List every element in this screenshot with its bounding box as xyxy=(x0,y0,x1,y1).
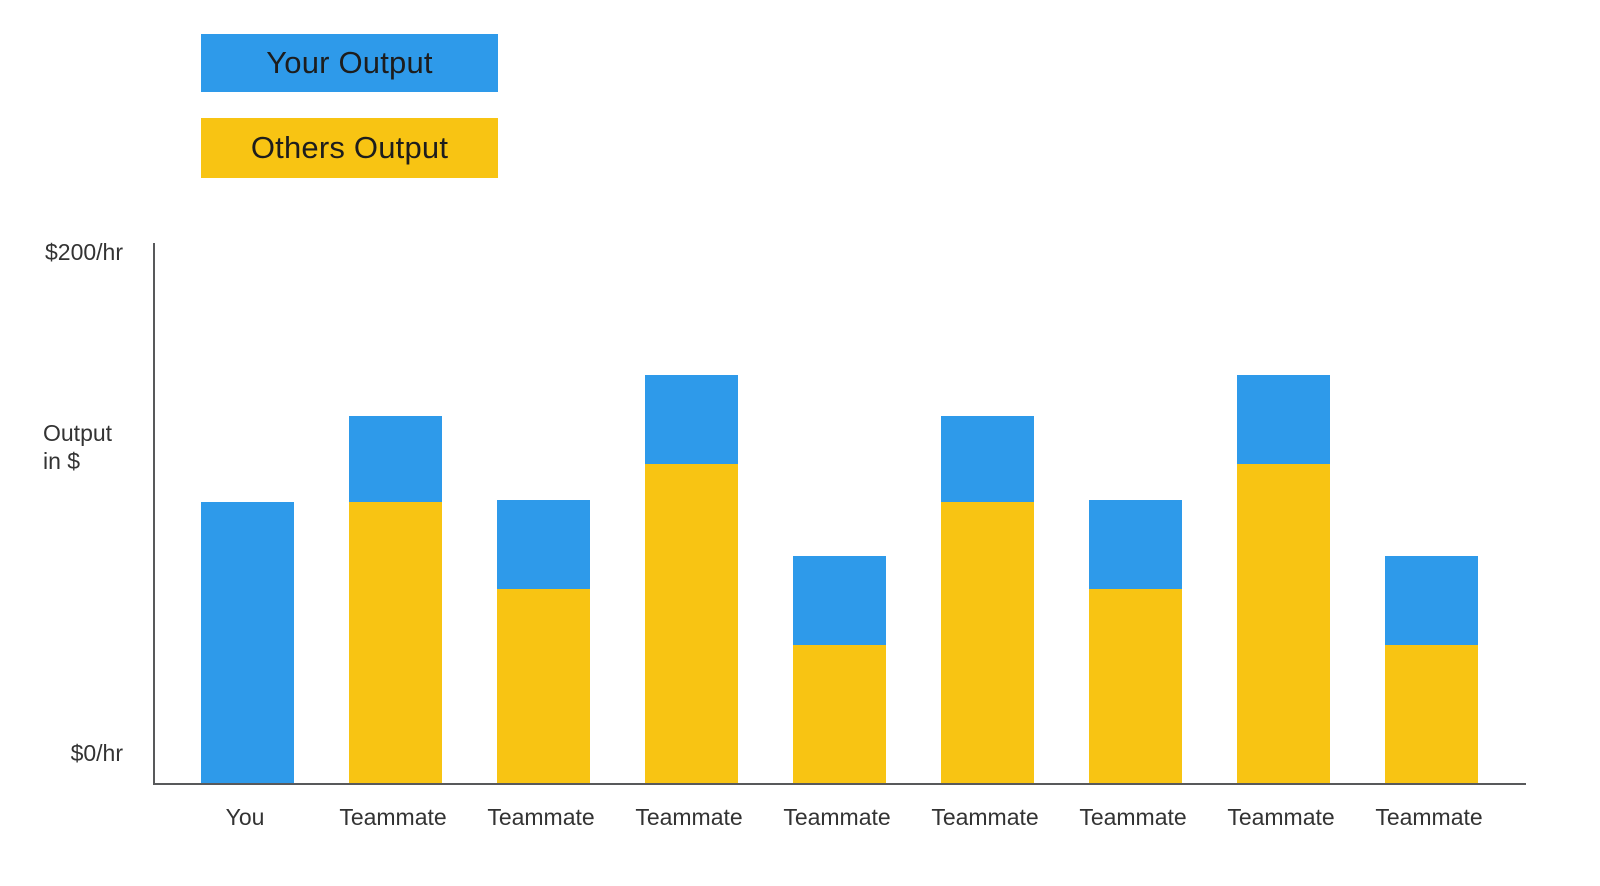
bars xyxy=(173,243,1526,783)
bar-segment-others-output xyxy=(1236,464,1330,783)
bar-segment-your-output xyxy=(496,499,590,589)
bar-segment-your-output xyxy=(792,556,886,646)
bar-teammate xyxy=(496,499,590,783)
bar-you xyxy=(200,502,294,783)
bar-teammate xyxy=(1088,499,1182,783)
bar-teammate xyxy=(1236,375,1330,783)
bar-segment-your-output xyxy=(1384,556,1478,646)
bar-group xyxy=(617,375,765,783)
bar-group xyxy=(913,415,1061,783)
bar-segment-your-output xyxy=(1088,499,1182,589)
bar-segment-others-output xyxy=(1384,645,1478,783)
bar-teammate xyxy=(348,415,442,783)
x-axis-label: Teammate xyxy=(487,804,595,830)
bar-group xyxy=(321,415,469,783)
legend-label-others-output: Others Output xyxy=(250,130,449,165)
x-axis-label: Teammate xyxy=(931,804,1039,830)
y-axis-min-label: $0/hr xyxy=(70,740,123,766)
legend-item-your-output: Your Output xyxy=(201,34,498,92)
plot-area xyxy=(153,243,1526,785)
legend-label-your-output: Your Output xyxy=(266,45,433,80)
bar-segment-your-output xyxy=(644,375,738,465)
bar-group xyxy=(765,556,913,783)
x-axis-label: Teammate xyxy=(635,804,743,830)
x-axis-label: You xyxy=(225,804,265,830)
y-axis-title: Output in $ xyxy=(43,419,112,475)
bar-segment-others-output xyxy=(496,588,590,783)
bar-group xyxy=(1061,499,1209,783)
bar-segment-others-output xyxy=(792,645,886,783)
x-axis-label: Teammate xyxy=(1079,804,1187,830)
legend-item-others-output: Others Output xyxy=(201,118,498,178)
bar-teammate xyxy=(792,556,886,783)
y-axis-title-line1: Output xyxy=(43,420,113,446)
x-axis-labels: You Teammate Teammate Teammate Teammate Teamm… xyxy=(171,804,1503,831)
bar-segment-your-output xyxy=(200,502,294,783)
legend: Your Output Others Output xyxy=(201,34,498,178)
bar-teammate xyxy=(940,415,1034,783)
x-axis-label: Teammate xyxy=(1227,804,1335,830)
bar-teammate xyxy=(644,375,738,783)
bar-segment-your-output xyxy=(1236,375,1330,465)
bar-segment-others-output xyxy=(644,464,738,783)
y-axis-title-line2: in $ xyxy=(43,448,81,474)
bar-segment-others-output xyxy=(348,502,442,783)
y-axis-max-label: $200/hr xyxy=(44,239,123,265)
bar-segment-your-output xyxy=(348,415,442,503)
bar-segment-your-output xyxy=(940,415,1034,503)
x-axis-label: Teammate xyxy=(783,804,891,830)
bar-teammate xyxy=(1384,556,1478,783)
x-axis-label: Teammate xyxy=(339,804,447,830)
bar-group xyxy=(469,499,617,783)
bar-group xyxy=(1209,375,1357,783)
bar-group xyxy=(1357,556,1505,783)
bar-group xyxy=(173,502,321,783)
bar-segment-others-output xyxy=(940,502,1034,783)
x-axis-label: Teammate xyxy=(1375,804,1483,830)
bar-segment-others-output xyxy=(1088,588,1182,783)
